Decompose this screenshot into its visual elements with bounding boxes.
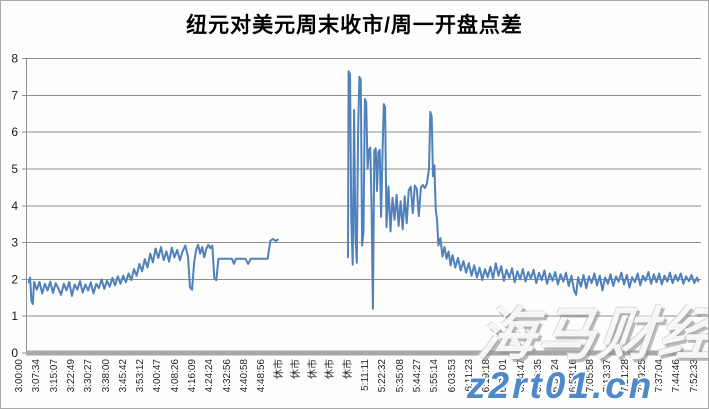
y-axis-label: 4 xyxy=(11,199,18,213)
y-axis-label: 6 xyxy=(11,125,18,139)
chart-title: 纽元对美元周末收市/周一开盘点差 xyxy=(186,14,523,37)
y-axis-label: 1 xyxy=(11,309,18,323)
y-axis-label: 2 xyxy=(11,272,18,286)
y-axis-label: 5 xyxy=(11,162,18,176)
data-series-line xyxy=(347,70,700,310)
data-series-line xyxy=(27,237,279,305)
y-axis-label: 3 xyxy=(11,236,18,250)
y-axis-label: 7 xyxy=(11,88,18,102)
y-axis-label: 0 xyxy=(11,346,18,360)
y-axis-label: 8 xyxy=(11,52,18,66)
